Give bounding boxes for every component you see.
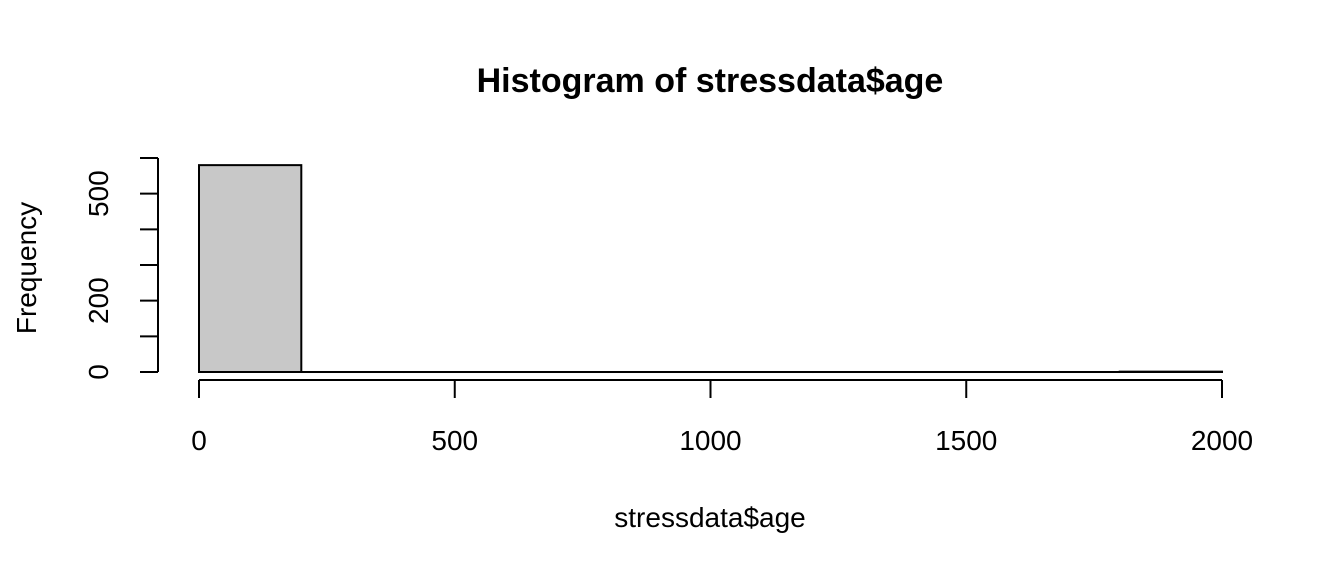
x-axis: 0 500 1000 1500 2000 xyxy=(191,379,1253,456)
x-tick-label: 0 xyxy=(191,425,207,456)
x-tick-label: 1000 xyxy=(679,425,741,456)
x-tick-label: 2000 xyxy=(1191,425,1253,456)
y-tick-label: 200 xyxy=(83,277,114,324)
y-tick-label: 500 xyxy=(83,170,114,217)
x-axis-label: stressdata$age xyxy=(614,502,805,533)
bars-group xyxy=(198,164,1223,374)
chart-title: Histogram of stressdata$age xyxy=(477,62,944,100)
y-tick-label: 0 xyxy=(83,364,114,380)
y-axis: 0 200 500 xyxy=(83,157,159,380)
histogram-bar xyxy=(198,164,303,373)
x-tick-label: 1500 xyxy=(935,425,997,456)
y-axis-label: Frequency xyxy=(11,202,42,334)
x-tick-label: 500 xyxy=(431,425,478,456)
